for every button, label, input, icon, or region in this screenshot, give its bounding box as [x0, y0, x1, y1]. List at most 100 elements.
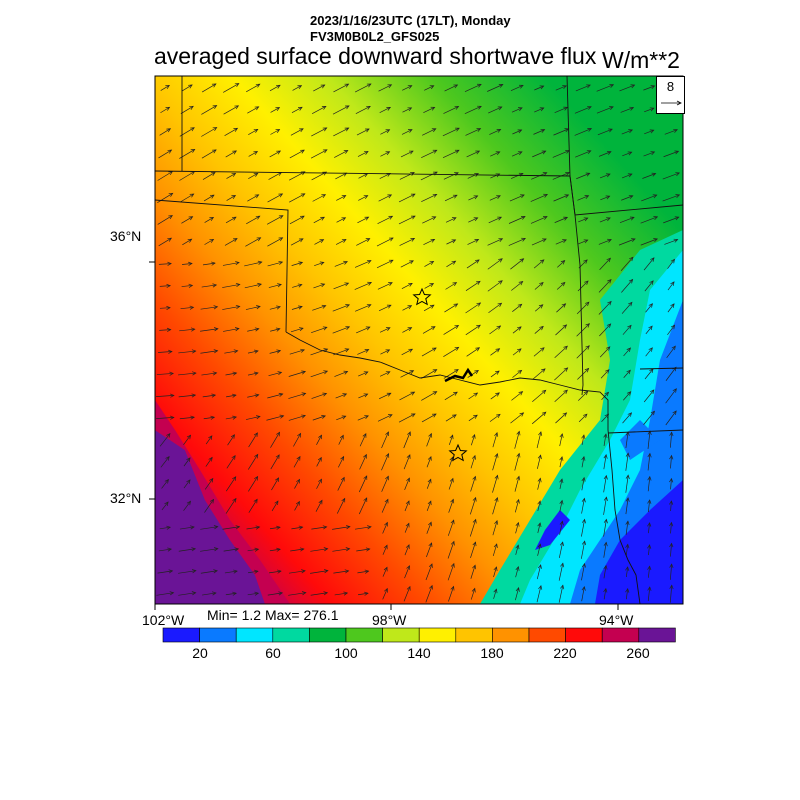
wind-vector-head	[472, 454, 476, 460]
wind-vector	[268, 570, 282, 574]
wind-vector	[403, 431, 411, 449]
wind-vector-head	[209, 238, 215, 243]
wind-vector	[200, 570, 218, 574]
wind-vector	[267, 592, 283, 596]
wind-vector	[644, 129, 654, 135]
wind-vector-head	[235, 283, 241, 288]
wind-vector-head	[432, 413, 437, 418]
wind-vector	[382, 522, 388, 534]
colorbar-label: 100	[334, 645, 358, 661]
wind-vector-head	[455, 127, 460, 132]
wind-vector	[667, 281, 675, 291]
wind-vector-head	[428, 521, 432, 527]
wind-vector	[157, 570, 173, 574]
colorbar-swatch	[345, 627, 383, 643]
wind-vector	[290, 128, 304, 136]
wind-vector-head	[605, 346, 611, 351]
wind-vector	[558, 563, 564, 581]
wind-vector-head	[254, 349, 259, 354]
wind-vector-head	[473, 392, 479, 397]
wind-vector-head	[275, 107, 281, 112]
wind-vector-head	[317, 456, 322, 462]
wind-vector	[445, 217, 457, 223]
wind-vector-head	[583, 413, 588, 419]
wind-vector	[180, 306, 194, 310]
wind-vector	[421, 149, 437, 159]
colorbar-swatch	[235, 627, 274, 643]
wind-vector-head	[498, 280, 503, 285]
wind-vector-head	[516, 475, 521, 481]
wind-vector-head	[495, 392, 500, 397]
wind-vector-head	[405, 500, 410, 506]
wind-vector	[537, 455, 541, 469]
wind-vector	[181, 263, 193, 265]
wind-vector	[313, 283, 325, 289]
wind-vector-head	[210, 172, 216, 177]
colorbar-swatch	[601, 627, 640, 643]
wind-vector	[382, 545, 388, 555]
wind-vector-head	[559, 456, 564, 461]
wind-vector-head	[340, 455, 345, 461]
wind-vector-head	[341, 217, 347, 222]
wind-vector	[178, 570, 196, 574]
wind-vector	[382, 588, 388, 600]
wind-vector	[553, 194, 569, 202]
wind-vector-head	[450, 562, 455, 568]
wind-vector	[225, 592, 237, 596]
wind-vector	[470, 455, 476, 469]
wind-vector	[490, 151, 500, 157]
wind-vector	[492, 432, 498, 448]
wind-vector-head	[366, 105, 371, 110]
wind-vector-head	[647, 522, 652, 527]
wind-vector	[336, 217, 346, 223]
wind-vector-head	[583, 239, 589, 244]
wind-vector	[200, 526, 218, 530]
wind-vector-head	[538, 585, 543, 590]
wind-vector	[448, 586, 454, 602]
wind-vector	[267, 193, 283, 203]
wind-vector-head	[190, 327, 196, 332]
wind-vector	[178, 350, 196, 354]
wind-vector-head	[515, 544, 520, 550]
wind-vector	[178, 394, 196, 398]
wind-vector	[204, 239, 214, 245]
wind-vector-head	[563, 216, 569, 221]
wind-vector	[314, 239, 324, 245]
wind-vector	[178, 592, 196, 596]
wind-vector-head	[560, 281, 566, 287]
wind-vector-head	[319, 261, 325, 266]
wind-vector-head	[190, 127, 195, 132]
wind-vector	[403, 454, 411, 470]
wind-vector-head	[212, 105, 218, 110]
wind-vector	[603, 475, 607, 493]
wind-vector-head	[432, 193, 438, 198]
wind-vector-head	[364, 591, 369, 596]
wind-vector-head	[605, 195, 611, 200]
wind-vector-head	[321, 304, 327, 309]
wind-vector	[202, 592, 216, 596]
wind-vector	[422, 216, 436, 224]
wind-vector-head	[275, 327, 281, 332]
wind-vector-head	[276, 525, 281, 530]
wind-vector-head	[322, 326, 328, 331]
wind-vector-head	[278, 193, 284, 198]
wind-vector	[442, 127, 460, 137]
wind-vector-head	[517, 129, 523, 134]
wind-vector	[421, 347, 437, 357]
wind-vector	[358, 195, 368, 201]
wind-vector	[534, 326, 544, 334]
wind-vector-head	[365, 128, 370, 133]
wind-vector-head	[341, 415, 347, 420]
wind-vectors	[156, 83, 681, 603]
wind-vector	[246, 83, 260, 93]
wind-vector-head	[254, 393, 260, 398]
wind-vector-head	[170, 415, 175, 420]
wind-vector	[289, 193, 305, 203]
wind-vector-head	[166, 433, 171, 438]
wind-vector	[159, 285, 171, 287]
wind-vector	[559, 456, 563, 468]
wind-vector-head	[165, 106, 171, 111]
wind-vector-head	[563, 106, 569, 111]
wind-vector-head	[649, 129, 655, 134]
wind-vector-head	[518, 391, 524, 396]
